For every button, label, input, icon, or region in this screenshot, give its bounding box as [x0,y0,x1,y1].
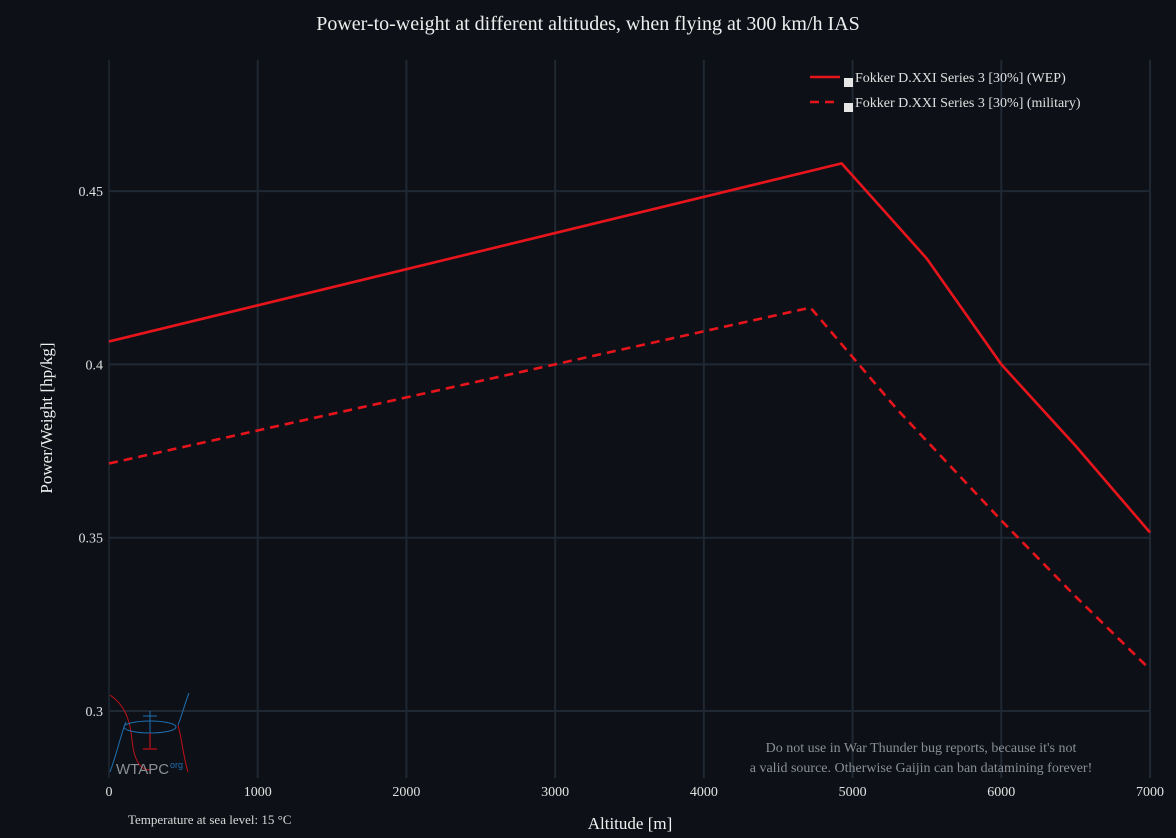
legend-label: Fokker D.XXI Series 3 [30%] (WEP) [855,71,1066,86]
y-tick-label: 0.45 [79,185,104,200]
temperature-note: Temperature at sea level: 15 °C [128,812,291,827]
x-tick-label: 1000 [244,785,272,800]
series-line-military [108,306,1151,671]
x-tick-label: 2000 [392,785,420,800]
y-axis-label: Power/Weight [hp/kg] [37,342,56,493]
y-tick-label: 0.4 [86,358,104,373]
chart-title: Power-to-weight at different altitudes, … [316,13,860,35]
legend-label: Fokker D.XXI Series 3 [30%] (military) [855,96,1081,111]
disclaimer-line-2: a valid source. Otherwise Gaijin can ban… [750,761,1092,776]
x-tick-label: 7000 [1136,785,1164,800]
y-tick-label: 0.35 [79,532,104,547]
x-tick-label: 4000 [690,785,718,800]
ticks: 0 1000 2000 3000 4000 5000 6000 7000 0.3 0.35 0.4 0… [79,185,1165,800]
legend: Fokker D.XXI Series 3 [30%] (WEP) Fokker … [810,71,1081,112]
wtapc-logo: WTAPC org [109,692,190,778]
x-tick-label: 3000 [541,785,569,800]
series-line-wep [108,162,1151,534]
legend-swatch [844,103,853,112]
grid [108,60,1151,778]
y-tick-label: 0.3 [86,705,104,720]
legend-swatch [844,78,853,87]
logo-suffix: org [170,760,183,770]
x-axis-label: Altitude [m] [588,814,673,833]
logo-text: WTAPC [116,761,169,778]
x-tick-label: 0 [106,785,113,800]
x-tick-label: 5000 [839,785,867,800]
disclaimer-line-1: Do not use in War Thunder bug reports, b… [766,741,1077,756]
series-lines [108,162,1151,671]
x-tick-label: 6000 [987,785,1015,800]
